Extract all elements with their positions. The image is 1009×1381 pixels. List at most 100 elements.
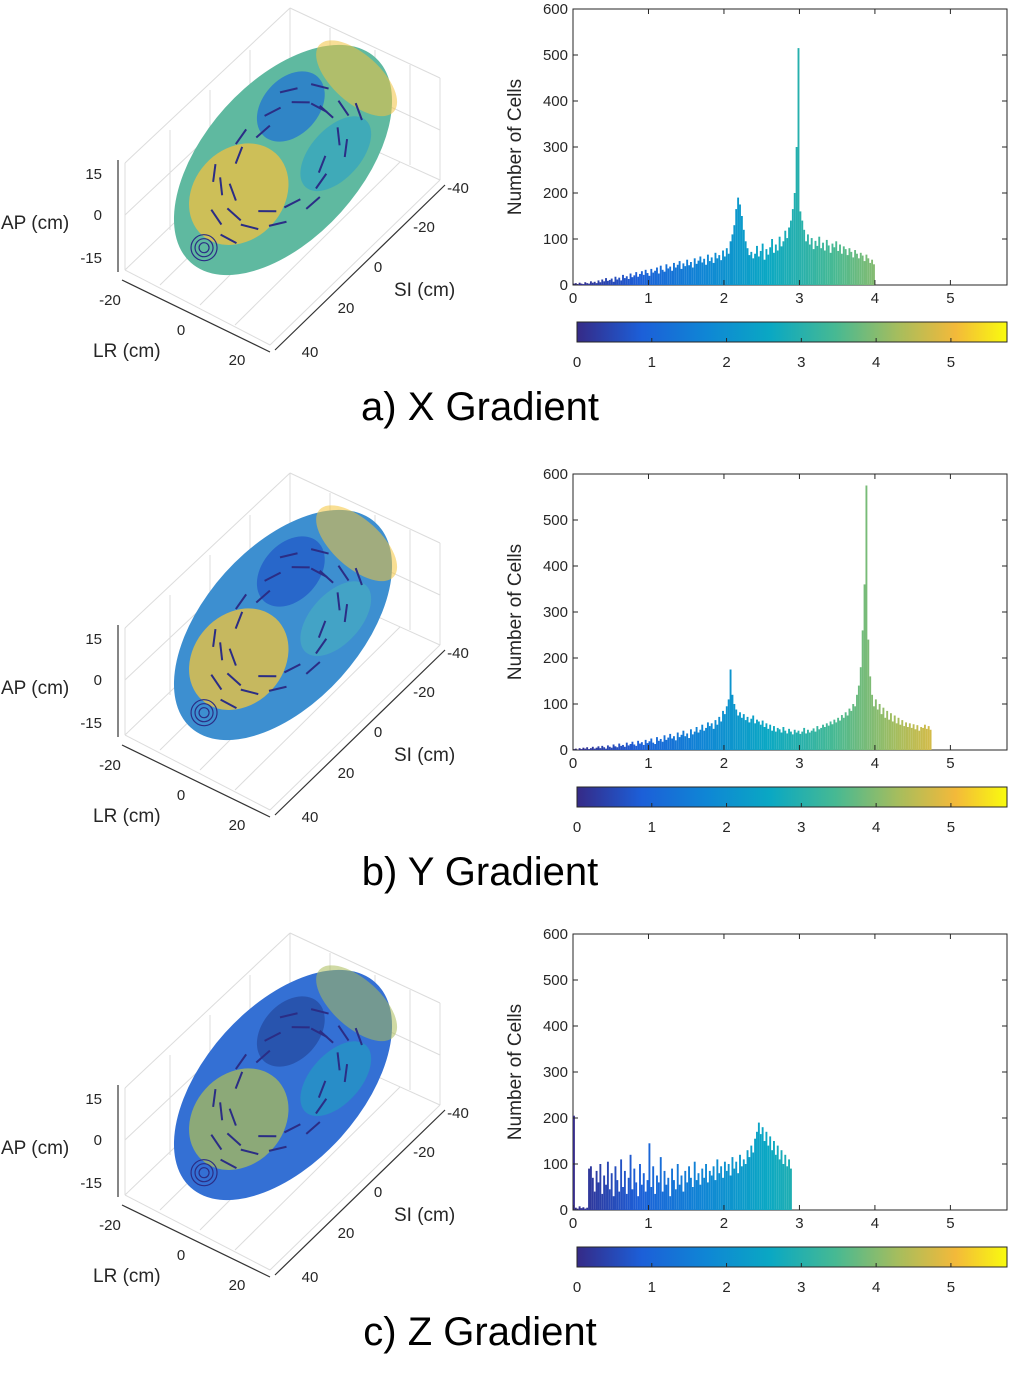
histogram-bar (627, 1177, 630, 1210)
histogram-bar (708, 261, 711, 285)
histogram-bar (927, 726, 930, 750)
histogram-bar (695, 263, 698, 285)
histogram-bar (791, 734, 794, 750)
lr-axis-label: LR (cm) (93, 341, 161, 362)
vector-arrow (337, 100, 350, 117)
histogram-bar (782, 727, 785, 750)
histogram-bar (752, 1152, 755, 1210)
histogram-bar (691, 734, 694, 750)
vector-swirl (194, 703, 214, 723)
histogram-bar (773, 1141, 775, 1210)
ellipsoid-surface (173, 969, 393, 1201)
histogram-bar (673, 262, 675, 285)
vector-arrow (354, 567, 363, 586)
si-tick-label: -40 (447, 645, 469, 662)
histogram-bar (778, 729, 781, 750)
histogram-bar (784, 230, 787, 285)
colorbar-tick-label: 3 (797, 1279, 805, 1296)
histogram-bar (652, 1166, 655, 1210)
histogram-bar (929, 729, 932, 750)
vector-arrow (337, 565, 350, 582)
histogram-bar (680, 268, 683, 285)
vector-arrow (343, 1064, 349, 1083)
vector-arrow (255, 124, 271, 139)
histogram-bar (605, 748, 607, 750)
histogram-bar (784, 1154, 787, 1210)
histogram-bar (771, 1150, 774, 1210)
histogram: 0 100 200 300 400 500 600 0 1 2 3 4 5 Number of Cells (505, 466, 1008, 772)
histogram-bar (778, 1159, 781, 1210)
x-tick-label: 0 (569, 290, 577, 307)
colorbar-tick-label: 5 (947, 354, 955, 371)
histogram-bar (686, 1182, 689, 1210)
histogram-bar (722, 1177, 724, 1210)
histogram-bar (631, 1189, 634, 1210)
lr-tick-label: 0 (177, 322, 185, 339)
y-tick-label: 400 (543, 93, 568, 110)
si-tick-label: 40 (302, 1269, 319, 1286)
histogram-bar (693, 731, 696, 750)
histogram-bar (920, 727, 923, 750)
si-tick-label: -20 (413, 219, 435, 236)
histogram-bar (763, 259, 766, 285)
y-tick-label: 100 (543, 696, 568, 713)
histogram-bar (682, 730, 685, 750)
histogram-bar (605, 1184, 607, 1210)
histogram-bar (767, 254, 770, 285)
colorbar-tick-label: 0 (573, 354, 581, 371)
histogram-bar (582, 1207, 585, 1210)
ap-tick-label: -15 (80, 1175, 102, 1192)
surface-patch (300, 116, 372, 192)
grid-line (124, 734, 271, 811)
x-tick-label: 0 (569, 1215, 577, 1232)
histogram-bar (693, 258, 696, 285)
vector-arrow (220, 1158, 237, 1170)
histogram-bar (761, 1127, 764, 1210)
vector-arrow (219, 642, 224, 661)
histogram-bar (620, 280, 623, 285)
vector-arrow (279, 552, 298, 559)
histogram-bar (812, 249, 815, 285)
histogram-bar (625, 276, 628, 285)
histogram-bar (584, 282, 587, 285)
histogram-bar (848, 708, 851, 750)
histogram-bar (663, 271, 666, 285)
histogram-bar (656, 737, 658, 750)
histogram-bar (735, 709, 738, 750)
histogram-bar (727, 253, 730, 285)
grid-line (234, 626, 401, 791)
panel-caption: a) X Gradient (361, 385, 599, 429)
si-axis-label: SI (cm) (394, 745, 455, 766)
y-tick-label: 300 (543, 604, 568, 621)
histogram-bar (663, 735, 666, 750)
vector-arrow (264, 106, 282, 117)
histogram-bar (633, 275, 636, 285)
vector-arrow (291, 566, 310, 569)
vector-arrow (226, 207, 242, 222)
histogram-bar (599, 748, 602, 750)
vector-arrow (240, 688, 259, 696)
si-axis-line (274, 649, 446, 816)
histogram-bar (642, 1173, 645, 1210)
histogram-bar (733, 704, 736, 750)
histogram-bar (674, 267, 677, 285)
histogram-bar (657, 1182, 660, 1210)
vector-arrow (264, 571, 282, 582)
histogram-bar (912, 724, 915, 750)
vector-arrow (234, 611, 244, 629)
histogram-bar (593, 281, 596, 285)
vector-swirl (198, 707, 210, 719)
histogram-bar (754, 253, 757, 285)
lr-tick-label: 20 (229, 1277, 246, 1294)
ap-tick-label: 15 (85, 631, 102, 648)
y-tick-label: 300 (543, 139, 568, 156)
histogram-bar (586, 283, 589, 285)
histogram-bar (723, 1161, 726, 1210)
histogram-bar (606, 280, 609, 285)
histogram-bar (620, 1159, 623, 1210)
histogram-bar (589, 1166, 592, 1210)
histogram: 0 100 200 300 400 500 600 0 1 2 3 4 5 Number of Cells (505, 1, 1008, 307)
histogram-bar (739, 204, 741, 285)
histogram-bar (765, 723, 768, 750)
